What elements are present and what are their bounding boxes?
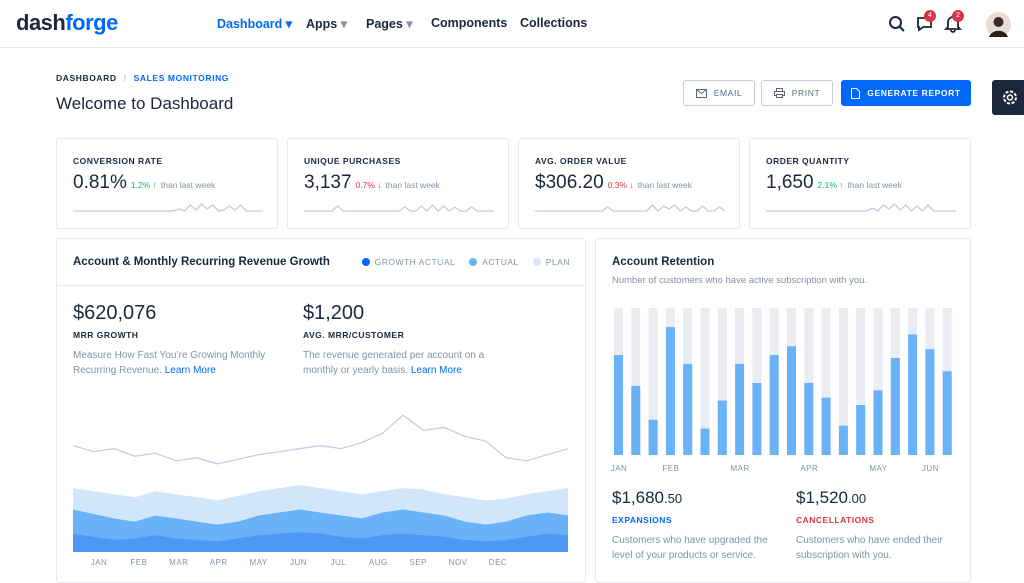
total-label: CANCELLATIONS xyxy=(796,515,875,525)
page-title: Welcome to Dashboard xyxy=(56,94,234,113)
legend-item: GROWTH ACTUAL xyxy=(361,257,456,267)
stat-card: AVG. ORDER VALUE $306.20 0.3%than last wee… xyxy=(518,138,740,229)
link[interactable]: Learn More xyxy=(410,365,462,376)
stat-change: 2.1% xyxy=(818,180,844,190)
stat-note: than last week xyxy=(385,180,440,190)
stat-card: UNIQUE PURCHASES 3,137 0.7%than last week xyxy=(287,138,509,229)
metric-label: AVG. MRR/CUSTOMER xyxy=(303,330,405,340)
stat-change: 0.7% xyxy=(356,180,382,190)
stat-value: 3,137 xyxy=(304,172,352,193)
stat-label: UNIQUE PURCHASES xyxy=(304,156,401,166)
stat-note: than last week xyxy=(637,180,693,190)
nav-item[interactable]: Collections xyxy=(520,16,588,30)
legend-label: GROWTH ACTUAL xyxy=(374,257,456,267)
icon xyxy=(695,88,707,98)
button-label: GENERATE REPORT xyxy=(867,88,961,98)
metric-value: $620,076 xyxy=(73,302,157,324)
badge: 2 xyxy=(952,10,964,22)
link[interactable]: Learn More xyxy=(164,365,216,376)
total-text: Customers who have ended their subscript… xyxy=(796,535,943,561)
text: Measure How Fast You’re Growing Monthly … xyxy=(73,350,266,376)
search-icon[interactable] xyxy=(888,15,906,33)
nav-item[interactable]: Apps ▾ xyxy=(306,17,348,31)
total-label: EXPANSIONS xyxy=(612,515,673,525)
nav-label: Dashboard xyxy=(217,17,283,31)
legend: GROWTH ACTUAL ACTUAL PLAN xyxy=(361,257,570,267)
settings-button[interactable] xyxy=(992,80,1024,115)
metric-text: Measure How Fast You’re Growing Monthly … xyxy=(73,348,273,378)
legend-swatch xyxy=(361,258,370,266)
metric-value: $1,200 xyxy=(303,302,365,324)
cents: .50 xyxy=(664,491,683,506)
legend-item: PLAN xyxy=(532,257,570,267)
email-button[interactable]: EMAIL xyxy=(683,80,755,106)
button-label: PRINT xyxy=(791,88,821,98)
crumb[interactable]: DASHBOARD xyxy=(56,73,117,83)
breadcrumb: DASHBOARD / SALES MONITORING xyxy=(56,73,230,83)
total-value: $1,680.50 xyxy=(612,488,682,508)
stat-row: 3,137 0.7%than last week xyxy=(304,172,440,194)
card-title: Account & Monthly Recurring Revenue Grow… xyxy=(73,256,330,268)
icon xyxy=(851,87,861,99)
print-button[interactable]: PRINT xyxy=(761,80,833,106)
icon xyxy=(773,88,785,98)
stat-label: AVG. ORDER VALUE xyxy=(535,156,627,166)
stat-note: than last week xyxy=(847,180,902,190)
stat-label: CONVERSION RATE xyxy=(73,156,163,166)
legend-swatch xyxy=(469,258,478,266)
badge: 4 xyxy=(924,10,936,22)
card-subtitle: Number of customers who have active subs… xyxy=(612,275,868,286)
stat-row: $306.20 0.3%than last week xyxy=(535,172,692,194)
stat-change: 1.2% xyxy=(131,180,157,190)
legend-label: PLAN xyxy=(545,257,570,267)
report-button[interactable]: GENERATE REPORT xyxy=(841,80,971,106)
amount: $1,680 xyxy=(612,488,664,507)
logo-part: forge xyxy=(65,10,118,35)
legend-swatch xyxy=(532,258,541,266)
nav-item[interactable]: Components xyxy=(431,16,508,30)
stat-label: ORDER QUANTITY xyxy=(766,156,850,166)
crumb: SALES MONITORING xyxy=(133,73,230,83)
legend-label: ACTUAL xyxy=(482,257,519,267)
card-title: Account Retention xyxy=(612,256,715,268)
stat-change: 0.3% xyxy=(608,180,634,190)
stat-value: 1,650 xyxy=(766,172,814,193)
nav-label: Apps xyxy=(306,17,338,31)
text: The revenue generated per account on a m… xyxy=(303,350,485,376)
stat-card: ORDER QUANTITY 1,650 2.1%than last week xyxy=(749,138,971,229)
stat-note: than last week xyxy=(160,180,216,190)
logo[interactable]: dashforge xyxy=(16,10,118,36)
divider xyxy=(57,285,585,286)
retention-card: Account Retention Number of customers wh… xyxy=(595,238,971,583)
avatar[interactable] xyxy=(986,12,1011,37)
nav-label: Pages xyxy=(366,17,403,31)
logo-part: dash xyxy=(16,10,66,35)
stat-row: 0.81% 1.2%than last week xyxy=(73,172,215,194)
metric-text: The revenue generated per account on a m… xyxy=(303,348,503,378)
total-value: $1,520.00 xyxy=(796,488,866,508)
top-bar: dashforge Dashboard ▾ Apps ▾ Pages ▾ Com… xyxy=(0,0,1024,48)
stat-row: 1,650 2.1%than last week xyxy=(766,172,902,194)
metric-label: MRR GROWTH xyxy=(73,330,139,340)
stat-card: CONVERSION RATE 0.81% 1.2%than last week xyxy=(56,138,278,229)
stat-value: 0.81% xyxy=(73,172,127,193)
stat-value: $306.20 xyxy=(535,172,604,193)
total-text: Customers who have upgraded the level of… xyxy=(612,535,768,561)
nav-item[interactable]: Dashboard ▾ xyxy=(217,17,293,31)
cents: .00 xyxy=(848,491,867,506)
amount: $1,520 xyxy=(796,488,848,507)
revenue-card: Account & Monthly Recurring Revenue Grow… xyxy=(56,238,586,583)
nav-item[interactable]: Pages ▾ xyxy=(366,17,413,31)
legend-item: ACTUAL xyxy=(469,257,519,267)
button-label: EMAIL xyxy=(713,88,743,98)
